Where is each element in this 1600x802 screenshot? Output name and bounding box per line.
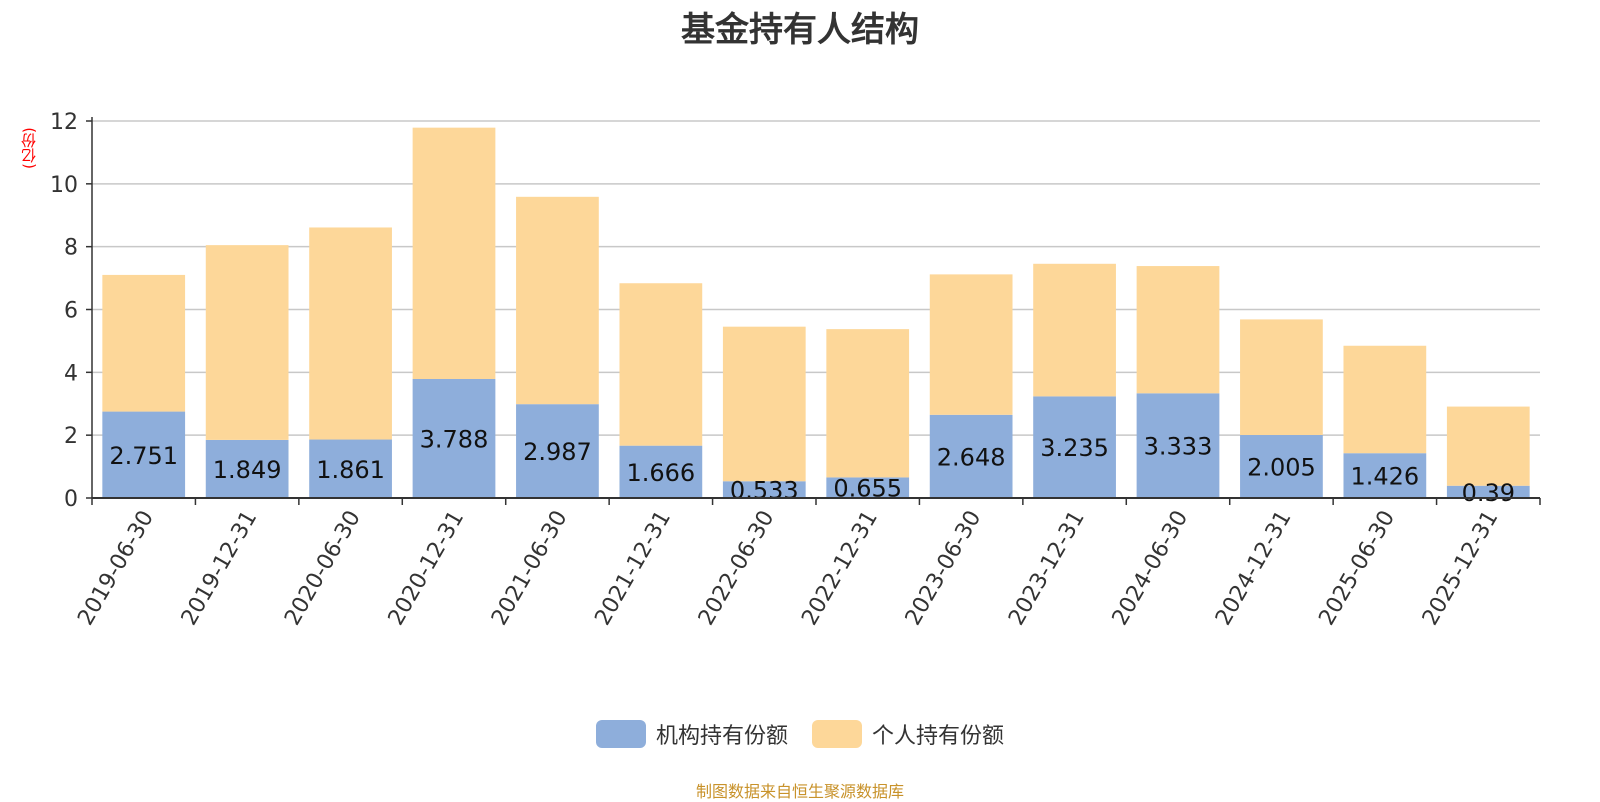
bar-institutional[interactable] <box>309 439 392 498</box>
y-tick-label: 12 <box>50 110 78 135</box>
bar-individual[interactable] <box>1033 263 1116 397</box>
bar-institutional[interactable] <box>1240 435 1323 498</box>
x-tick-label: 2022-06-30 <box>694 507 780 630</box>
x-tick-label: 2024-06-30 <box>1108 507 1194 630</box>
bar-institutional[interactable] <box>722 481 806 498</box>
legend-item-individual[interactable]: 个人持有份额 <box>812 718 1004 750</box>
x-tick-label: 2025-06-30 <box>1314 507 1400 630</box>
data-label-institutional: 1.861 <box>316 456 385 484</box>
bar-individual[interactable] <box>1343 345 1427 454</box>
y-tick-label: 0 <box>64 487 78 512</box>
data-label-institutional: 3.333 <box>1144 433 1213 461</box>
y-tick-label: 8 <box>64 236 78 261</box>
data-label-institutional: 2.648 <box>937 443 1006 471</box>
x-tick-label: 2023-12-31 <box>1004 507 1090 630</box>
bar-institutional[interactable] <box>1446 485 1530 498</box>
bar-institutional[interactable] <box>1343 453 1427 498</box>
legend: 机构持有份额 个人持有份额 <box>0 718 1600 750</box>
bar-individual[interactable] <box>619 283 703 446</box>
bar-individual[interactable] <box>205 245 289 440</box>
x-tick-label: 2019-12-31 <box>177 507 263 630</box>
bar-institutional[interactable] <box>205 439 289 498</box>
y-tick-label: 4 <box>64 361 78 386</box>
x-tick-label: 2025-12-31 <box>1418 507 1504 630</box>
legend-label-institutional: 机构持有份额 <box>655 724 788 749</box>
data-label-institutional: 1.426 <box>1350 463 1419 491</box>
bar-institutional[interactable] <box>412 378 496 498</box>
bar-individual[interactable] <box>412 127 496 379</box>
y-tick-label: 2 <box>64 424 78 449</box>
y-tick-label: 6 <box>64 299 78 324</box>
bar-individual[interactable] <box>722 326 806 482</box>
legend-label-individual: 个人持有份额 <box>872 724 1005 749</box>
bar-individual[interactable] <box>1136 266 1220 394</box>
data-label-institutional: 3.235 <box>1040 434 1109 462</box>
data-label-institutional: 2.751 <box>109 442 178 470</box>
legend-swatch-individual <box>812 720 862 748</box>
data-label-institutional: 2.987 <box>523 438 592 466</box>
bar-individual[interactable] <box>929 274 1013 415</box>
bar-institutional[interactable] <box>1033 396 1116 498</box>
bar-institutional[interactable] <box>619 445 703 498</box>
y-tick-label: 10 <box>50 173 78 198</box>
bar-individual[interactable] <box>102 274 186 412</box>
x-tick-label: 2021-06-30 <box>487 507 573 630</box>
bar-individual[interactable] <box>1240 319 1323 436</box>
data-source-note: 制图数据来自恒生聚源数据库 <box>695 782 904 801</box>
bar-institutional[interactable] <box>929 414 1013 498</box>
bar-individual[interactable] <box>309 227 392 440</box>
x-tick-label: 2023-06-30 <box>901 506 987 629</box>
data-label-institutional: 3.788 <box>420 425 489 453</box>
bar-individual[interactable] <box>1446 406 1530 486</box>
x-tick-label: 2020-06-30 <box>280 507 366 630</box>
bar-institutional[interactable] <box>102 411 186 498</box>
x-tick-label: 2024-12-31 <box>1211 507 1297 630</box>
data-label-institutional: 2.005 <box>1247 454 1316 482</box>
data-label-institutional: 1.666 <box>626 459 695 487</box>
bar-individual[interactable] <box>826 329 910 478</box>
x-tick-label: 2020-12-31 <box>384 507 470 630</box>
data-label-institutional: 0.39 <box>1462 479 1515 507</box>
bar-institutional[interactable] <box>516 404 599 498</box>
x-tick-label: 2019-06-30 <box>73 507 159 630</box>
bar-individual[interactable] <box>516 196 599 405</box>
data-label-institutional: 0.533 <box>730 477 799 505</box>
legend-item-institutional[interactable]: 机构持有份额 <box>595 718 788 750</box>
x-tick-label: 2021-12-31 <box>590 507 676 630</box>
x-tick-label: 2022-12-31 <box>797 507 883 630</box>
bars <box>102 127 1530 498</box>
legend-swatch-institutional <box>595 720 646 748</box>
bar-institutional[interactable] <box>826 477 910 498</box>
data-label-institutional: 1.849 <box>213 456 282 484</box>
bar-institutional[interactable] <box>1136 393 1220 498</box>
chart-title: 基金持有人结构 <box>681 10 919 50</box>
